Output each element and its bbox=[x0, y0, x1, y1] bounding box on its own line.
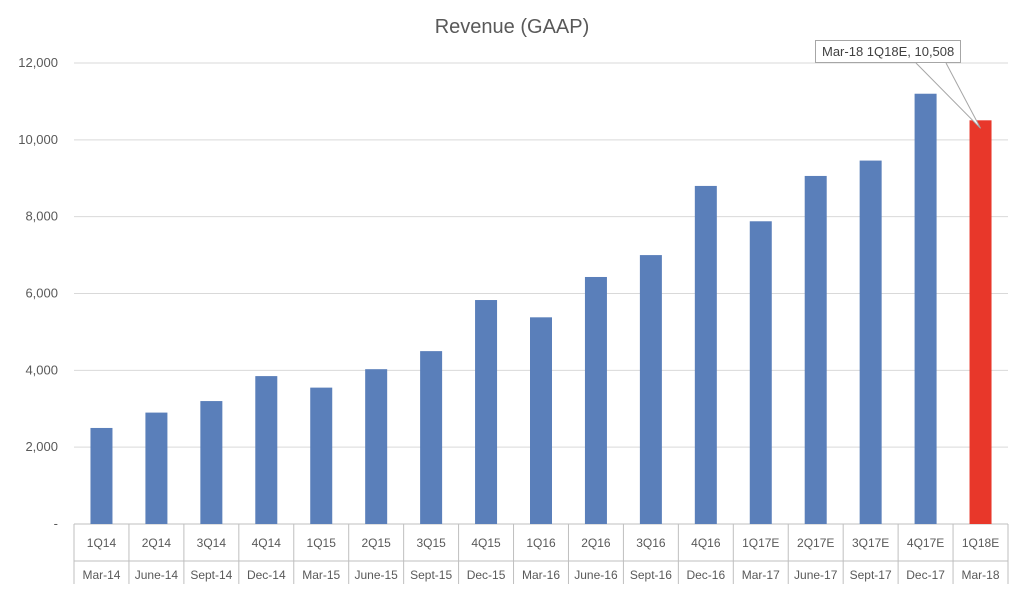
bar bbox=[90, 427, 113, 524]
y-tick-label: 4,000 bbox=[25, 362, 58, 377]
bar bbox=[584, 276, 607, 524]
x-tick-sublabel: Dec-14 bbox=[247, 568, 286, 582]
callout-pointer bbox=[915, 62, 981, 129]
x-tick-label: 2Q15 bbox=[361, 536, 391, 550]
bar bbox=[804, 175, 827, 524]
bar bbox=[310, 387, 333, 524]
x-tick-sublabel: Mar-16 bbox=[522, 568, 560, 582]
x-tick-label: 2Q17E bbox=[797, 536, 834, 550]
x-tick-label: 1Q17E bbox=[742, 536, 779, 550]
bar bbox=[914, 93, 937, 524]
x-tick-sublabel: Sept-14 bbox=[190, 568, 232, 582]
x-tick-sublabel: June-15 bbox=[354, 568, 398, 582]
bar bbox=[200, 401, 223, 524]
x-tick-sublabel: June-14 bbox=[135, 568, 179, 582]
y-tick-label: 2,000 bbox=[25, 439, 58, 454]
x-tick-sublabel: Dec-16 bbox=[686, 568, 725, 582]
chart-title: Revenue (GAAP) bbox=[434, 16, 590, 38]
x-tick-label: 3Q16 bbox=[636, 536, 666, 550]
x-tick-sublabel: Dec-15 bbox=[467, 568, 506, 582]
x-tick-label: 1Q18E bbox=[962, 536, 999, 550]
bar bbox=[969, 120, 992, 525]
x-tick-sublabel: Sept-15 bbox=[410, 568, 452, 582]
bar bbox=[639, 255, 662, 525]
x-tick-sublabel: Mar-15 bbox=[302, 568, 340, 582]
bar bbox=[420, 351, 443, 524]
x-tick-label: 3Q14 bbox=[197, 536, 227, 550]
bar bbox=[530, 317, 552, 524]
x-tick-label: 2Q14 bbox=[142, 536, 172, 550]
x-tick-label: 1Q14 bbox=[87, 536, 117, 550]
x-tick-sublabel: June-16 bbox=[574, 568, 618, 582]
x-tick-label: 4Q17E bbox=[907, 536, 944, 550]
data-callout: Mar-18 1Q18E, 10,508 bbox=[815, 40, 962, 63]
x-tick-label: 2Q16 bbox=[581, 536, 611, 550]
x-tick-label: 3Q15 bbox=[416, 536, 446, 550]
x-tick-label: 4Q15 bbox=[471, 536, 501, 550]
x-tick-sublabel: Mar-17 bbox=[742, 568, 780, 582]
bar bbox=[255, 376, 278, 524]
x-tick-sublabel: Dec-17 bbox=[906, 568, 945, 582]
x-tick-label: 4Q16 bbox=[691, 536, 721, 550]
x-tick-sublabel: Sept-17 bbox=[850, 568, 892, 582]
x-tick-sublabel: June-17 bbox=[794, 568, 838, 582]
y-tick-label: 10,000 bbox=[18, 132, 58, 147]
x-tick-sublabel: Mar-18 bbox=[962, 568, 1000, 582]
y-tick-label: 12,000 bbox=[18, 55, 58, 70]
y-tick-label: 8,000 bbox=[25, 209, 58, 224]
bar bbox=[475, 300, 498, 524]
bar bbox=[749, 221, 772, 524]
x-tick-sublabel: Mar-14 bbox=[82, 568, 120, 582]
bar bbox=[694, 185, 717, 524]
bar bbox=[859, 160, 882, 524]
y-tick-label: - bbox=[54, 516, 58, 531]
x-tick-label: 4Q14 bbox=[252, 536, 282, 550]
x-tick-label: 1Q15 bbox=[307, 536, 337, 550]
bar bbox=[365, 369, 388, 524]
x-tick-label: 1Q16 bbox=[526, 536, 556, 550]
bar bbox=[145, 412, 168, 524]
y-tick-label: 6,000 bbox=[25, 286, 58, 301]
x-tick-sublabel: Sept-16 bbox=[630, 568, 672, 582]
x-tick-label: 3Q17E bbox=[852, 536, 889, 550]
